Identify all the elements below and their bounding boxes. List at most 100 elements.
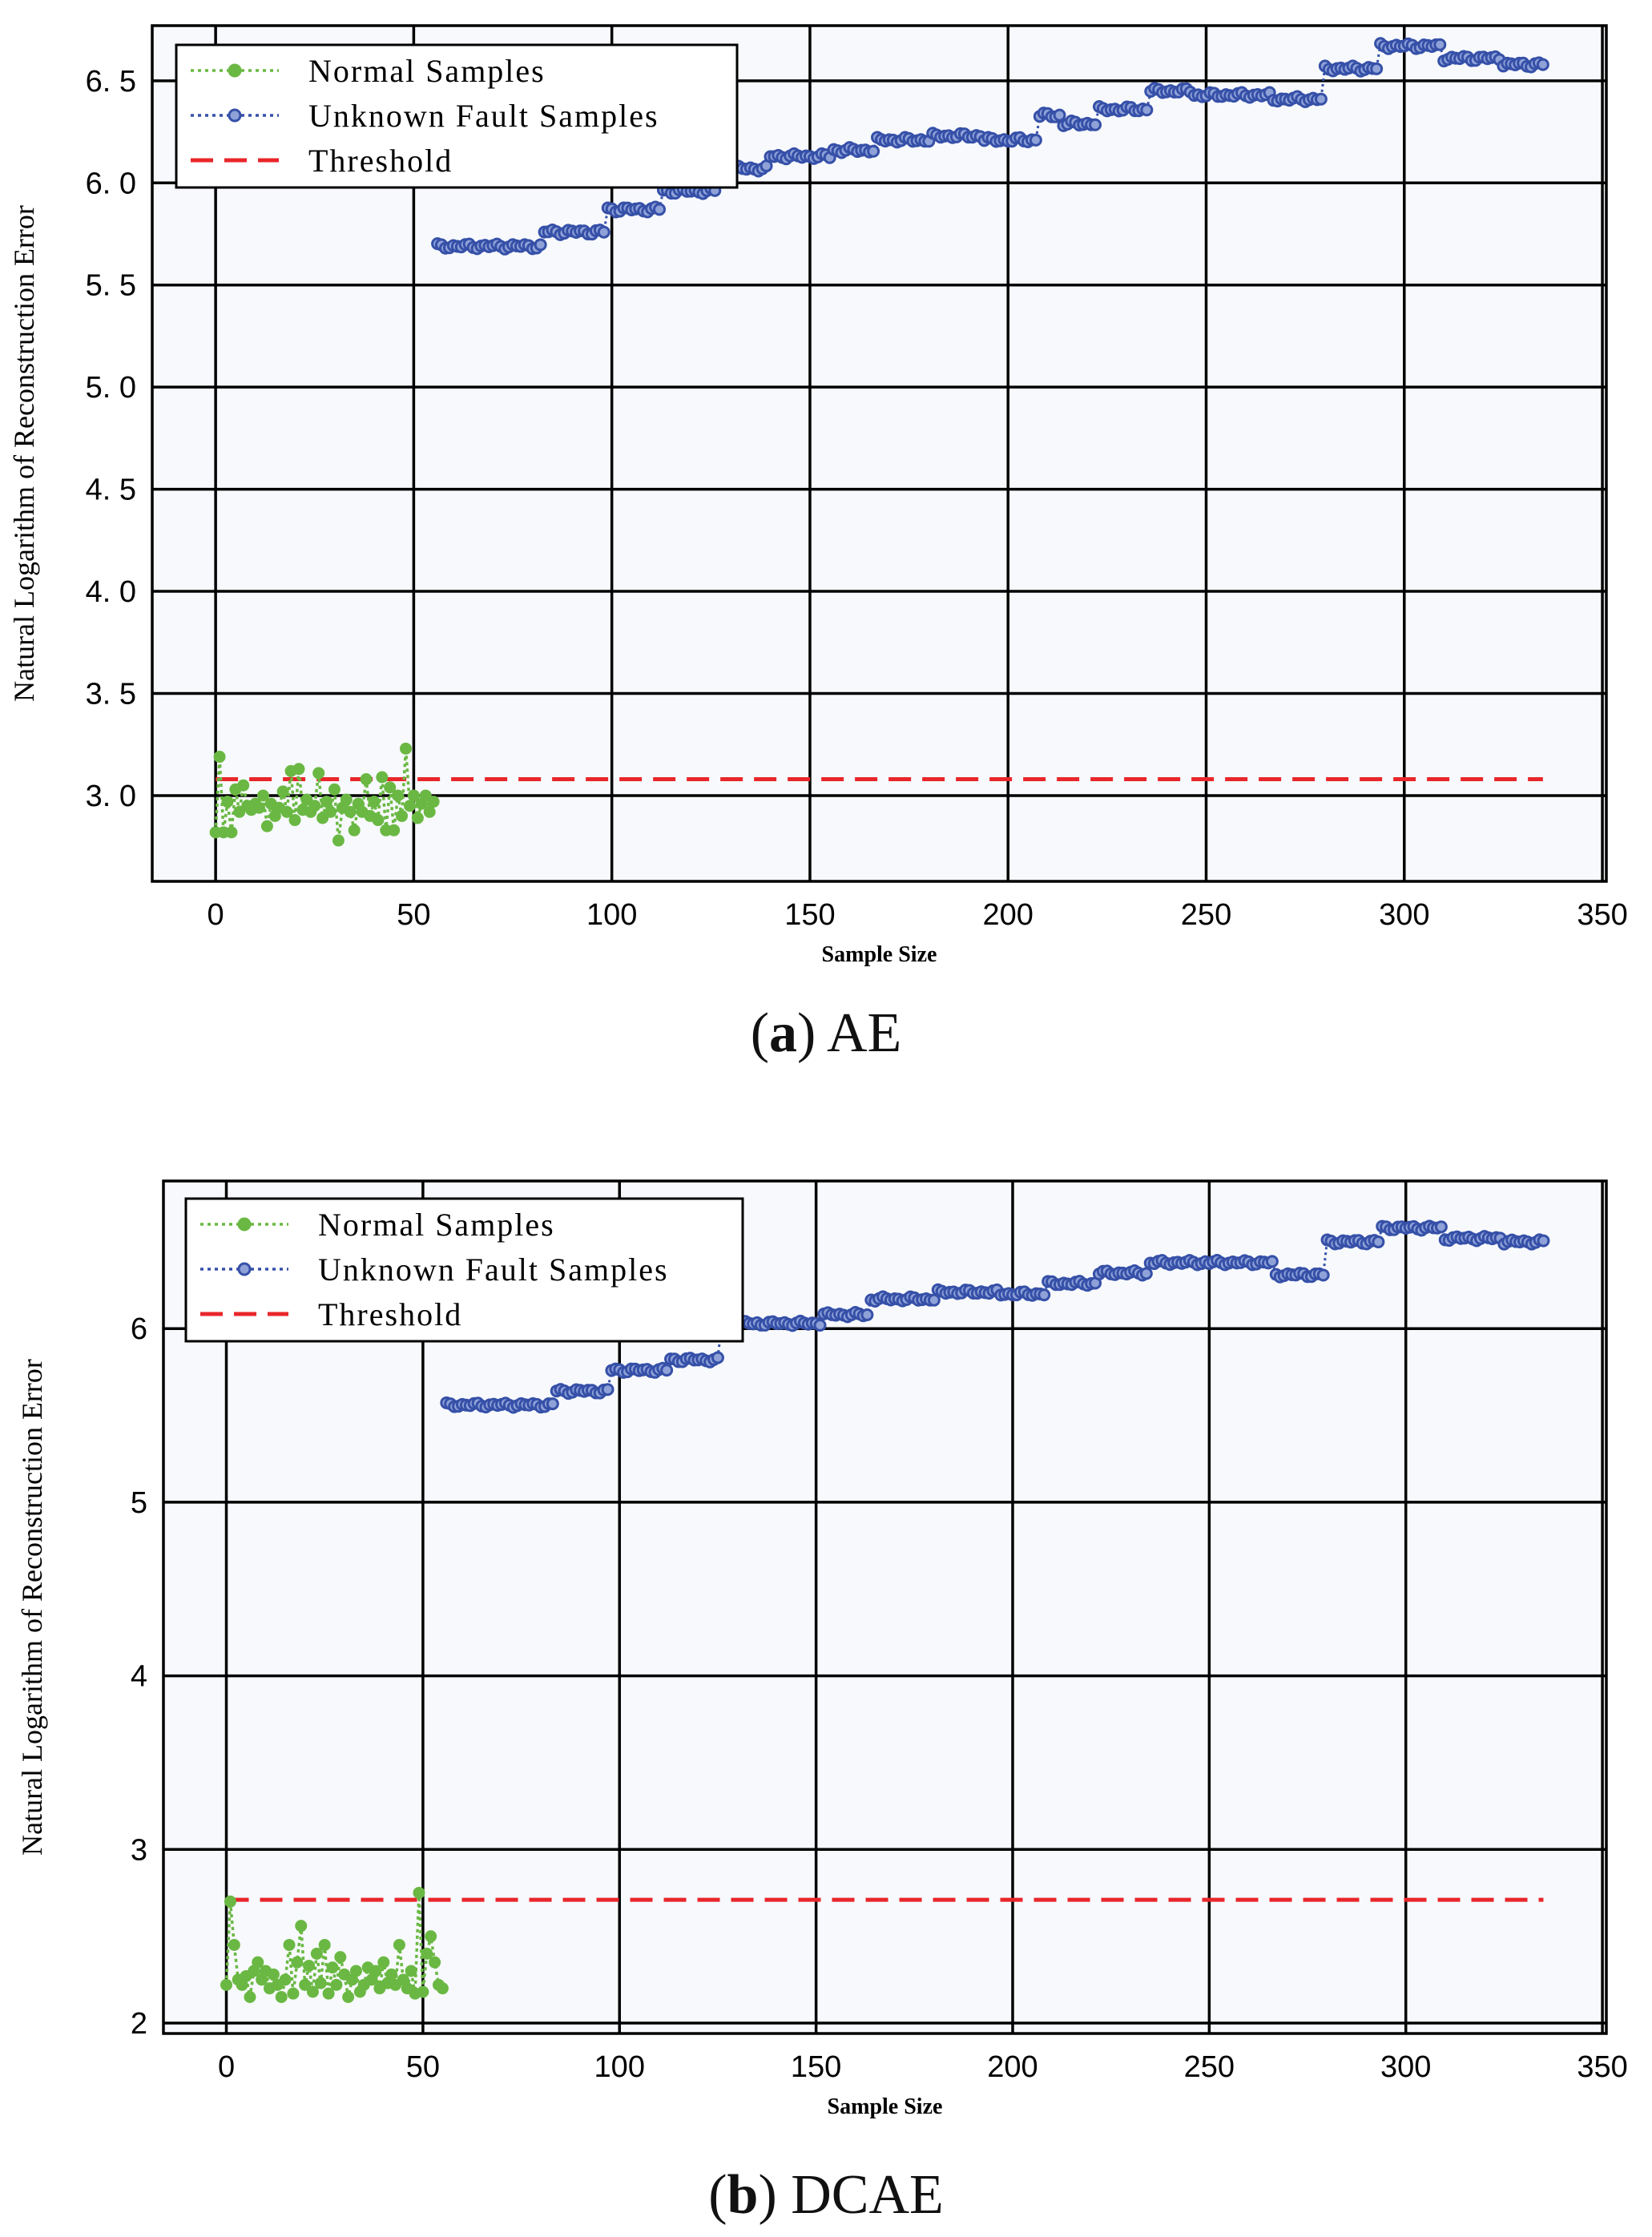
y-tick-label: 6. 5 <box>86 65 136 99</box>
fault-point <box>1089 118 1102 131</box>
normal-point <box>436 1982 449 1995</box>
caption-dcae-text: DCAE <box>791 2164 944 2226</box>
legend-marker <box>228 63 242 78</box>
normal-point <box>324 805 337 818</box>
fault-point <box>653 203 667 216</box>
y-tick-label: 3. 0 <box>86 780 136 813</box>
normal-point <box>224 1895 236 1908</box>
normal-point <box>421 1947 433 1960</box>
fault-point <box>1372 1235 1385 1249</box>
normal-point <box>396 809 409 822</box>
y-tick-label: 5. 0 <box>86 371 136 405</box>
normal-point <box>360 773 373 786</box>
normal-point <box>228 1938 240 1951</box>
fault-point <box>1370 62 1384 75</box>
fault-point <box>1433 38 1447 51</box>
fault-point <box>1029 133 1042 147</box>
normal-point <box>334 1951 347 1964</box>
normal-point <box>405 1965 417 1977</box>
normal-point <box>342 1990 355 2003</box>
normal-point <box>429 1956 441 1969</box>
y-tick-label: 3. 5 <box>86 677 136 711</box>
figure-ae: 0 50 100 150 200 250 300 350 3. 0 3. 5 4. 0 4. 5 5. … <box>0 0 1652 1114</box>
normal-point <box>299 1978 312 1991</box>
fault-point <box>927 1293 941 1307</box>
normal-point <box>377 1956 390 1969</box>
x-tick-label: 150 <box>784 898 835 932</box>
legend-label: Normal Samples <box>318 1207 555 1243</box>
normal-point <box>392 789 405 802</box>
fault-point <box>1314 92 1328 106</box>
fault-point <box>867 144 880 158</box>
normal-point <box>369 1965 382 1977</box>
fault-point <box>601 1383 614 1397</box>
normal-point <box>213 751 226 764</box>
legend-marker <box>237 1262 252 1276</box>
normal-point <box>349 1965 362 1977</box>
normal-point <box>233 805 246 818</box>
y-tick-label: 4. 5 <box>86 474 136 507</box>
normal-point <box>312 767 325 780</box>
normal-point <box>291 1956 304 1969</box>
y-tick-label: 5. 5 <box>86 269 136 303</box>
normal-point <box>318 1938 331 1951</box>
normal-point <box>376 771 389 784</box>
y-axis-label: Natural Logarithm of Reconstruction Erro… <box>16 1359 48 1856</box>
fault-point <box>1038 1288 1051 1302</box>
normal-point <box>403 800 416 812</box>
normal-point <box>287 1987 300 2000</box>
normal-point <box>388 824 401 836</box>
normal-point <box>427 796 440 808</box>
normal-point <box>310 1947 323 1960</box>
chart-ae: 0 50 100 150 200 250 300 350 3. 0 3. 5 4. 0 4. 5 5. … <box>8 24 1628 967</box>
normal-point <box>348 824 361 836</box>
normal-point <box>332 834 345 847</box>
normal-point <box>280 805 293 818</box>
normal-point <box>303 1959 316 1972</box>
normal-point <box>279 1973 292 1986</box>
normal-point <box>423 805 436 818</box>
normal-point <box>322 1987 335 2000</box>
normal-point <box>330 1978 343 1991</box>
x-tick-label: 350 <box>1577 898 1627 932</box>
fault-point <box>1140 103 1154 117</box>
fault-point <box>1537 1234 1550 1247</box>
normal-point <box>225 826 238 839</box>
normal-point <box>275 1990 288 2003</box>
x-tick-label: 200 <box>987 2050 1038 2084</box>
fault-point <box>660 1364 674 1377</box>
y-tick-label: 6 <box>131 1312 147 1346</box>
normal-point <box>372 814 385 827</box>
legend-marker <box>228 108 242 123</box>
legend-marker <box>237 1217 252 1231</box>
legend-label: Unknown Fault Samples <box>318 1252 669 1288</box>
y-tick-label: 3 <box>131 1833 147 1867</box>
x-tick-label: 150 <box>791 2050 841 2084</box>
x-tick-label: 0 <box>208 898 224 932</box>
normal-point <box>407 789 420 802</box>
normal-point <box>314 1977 327 1989</box>
fault-point <box>860 1308 874 1322</box>
fault-point <box>1316 1268 1330 1282</box>
normal-point <box>267 1968 280 1981</box>
y-tick-label: 4. 0 <box>86 575 136 609</box>
normal-point <box>253 801 266 814</box>
fault-point <box>813 1318 827 1332</box>
normal-point <box>328 783 340 796</box>
x-tick-label: 0 <box>218 2050 235 2084</box>
normal-point <box>276 785 289 798</box>
caption-ae: (a) AE <box>750 1002 902 1064</box>
normal-point <box>400 742 413 755</box>
legend-label: Threshold <box>318 1296 462 1332</box>
normal-point <box>320 796 333 808</box>
normal-point <box>221 796 234 808</box>
caption-ae-text: AE <box>826 1002 902 1064</box>
legend-box <box>175 43 739 189</box>
y-tick-label: 4 <box>131 1660 147 1694</box>
y-tick-label: 2 <box>131 2007 147 2041</box>
normal-point <box>368 796 381 808</box>
normal-point <box>256 789 269 802</box>
fault-point <box>711 1351 724 1364</box>
normal-point <box>295 1920 308 1933</box>
normal-point <box>306 1985 319 1998</box>
